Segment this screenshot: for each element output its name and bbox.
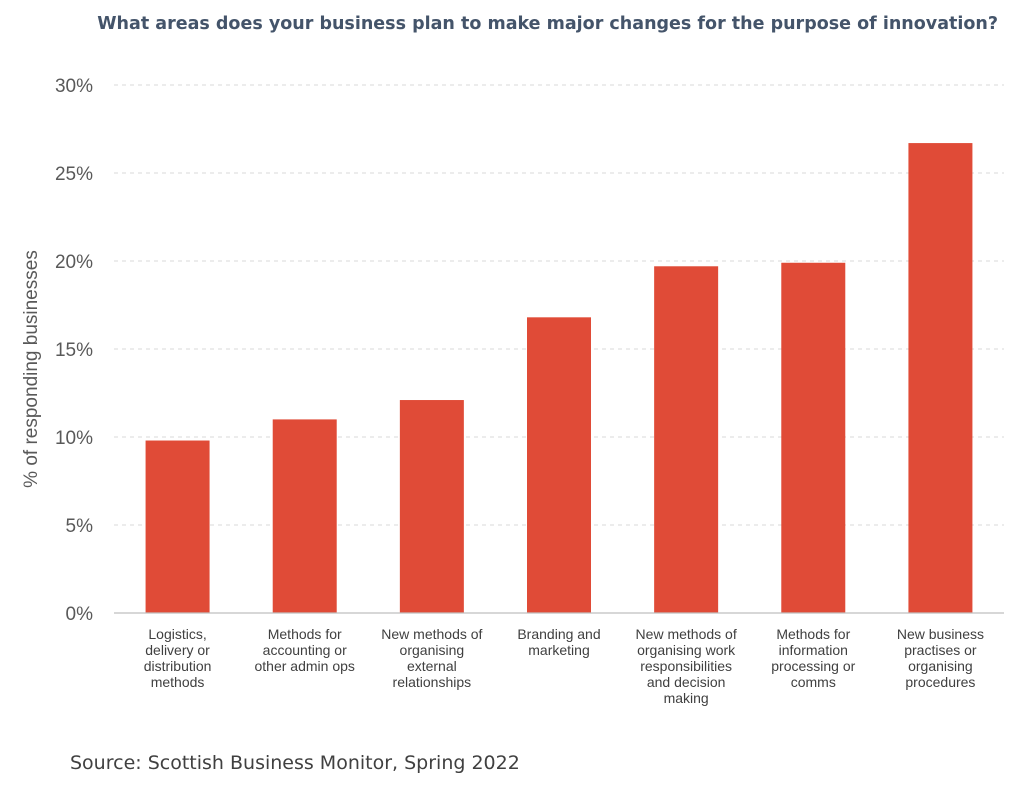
x-category-label: New business practises or organising proced… [897, 626, 984, 690]
y-axis-title: % of responding businesses [21, 250, 42, 488]
y-tick-label: 10% [55, 428, 93, 449]
chart-title: What areas does your business plan to ma… [97, 14, 998, 34]
bar [145, 440, 210, 613]
category-labels: Logistics, delivery or distribution methods… [144, 626, 984, 706]
bars [145, 143, 973, 613]
y-tick-label: 0% [66, 604, 94, 625]
x-category-label: New methods of organising external relation… [381, 626, 482, 690]
x-category-label: Methods for accounting or other admin ops [255, 626, 355, 674]
x-category-label: New methods of organising work responsibil… [636, 626, 737, 706]
bar [527, 317, 591, 613]
y-axis-ticks: 0% 5% 10% 15% 20% 25% 30% [55, 76, 93, 625]
bar [908, 143, 973, 613]
y-tick-label: 30% [55, 76, 93, 97]
y-tick-label: 25% [55, 164, 93, 185]
bar-chart: 0% 5% 10% 15% 20% 25% 30% Logistics, delivery o… [21, 76, 1004, 706]
source-note: Source: Scottish Business Monitor, Sprin… [70, 752, 520, 774]
bar [654, 266, 719, 613]
x-category-label: Logistics, delivery or distribution methods [144, 626, 212, 690]
bar [272, 419, 337, 613]
bar [399, 400, 464, 613]
y-tick-label: 20% [55, 252, 93, 273]
x-category-label: Branding and marketing [517, 626, 600, 658]
y-tick-label: 15% [55, 340, 93, 361]
y-tick-label: 5% [66, 516, 94, 537]
x-category-label: Methods for information processing or comms [771, 626, 855, 690]
bar [781, 262, 846, 613]
